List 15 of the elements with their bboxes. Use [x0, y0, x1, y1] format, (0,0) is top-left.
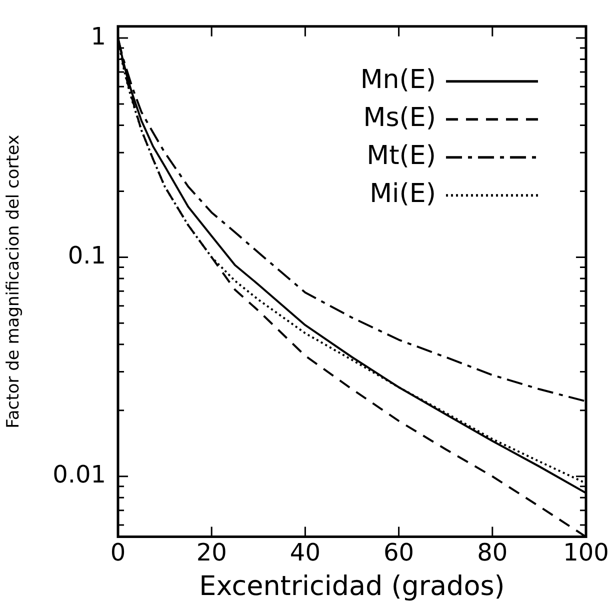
legend-label: Mt(E) [366, 141, 436, 172]
y-axis-title: Factor de magnificacion del cortex [4, 134, 24, 428]
x-axis-title: Excentricidad (grados) [199, 570, 505, 602]
x-tick-label: 80 [477, 538, 508, 566]
legend-label: Ms(E) [363, 103, 436, 134]
y-tick-label: 1 [90, 22, 106, 50]
x-tick-label: 60 [384, 538, 414, 566]
legend-label: Mn(E) [360, 65, 436, 96]
x-tick-label: 20 [196, 538, 227, 566]
x-tick-label: 0 [110, 538, 126, 566]
x-tick-label: 40 [290, 538, 320, 566]
legend-label: Mi(E) [370, 179, 436, 210]
x-tick-label: 100 [563, 538, 609, 566]
y-tick-label: 0.1 [68, 241, 106, 270]
y-tick-label: 0.01 [52, 460, 106, 489]
